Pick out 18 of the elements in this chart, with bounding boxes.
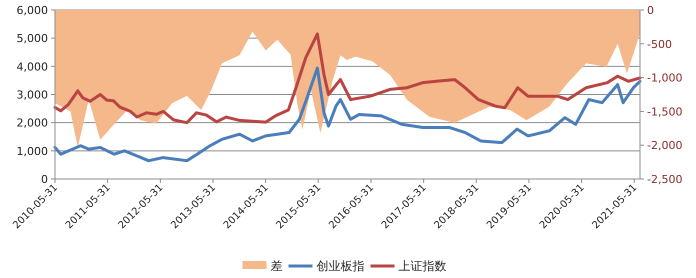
y-tick-label: 0 (41, 173, 48, 186)
y2-tick-label: -2,500 (647, 173, 682, 186)
line-series (54, 32, 642, 124)
y2-tick-label: -1,500 (647, 105, 682, 118)
legend-label: 差 (270, 259, 282, 273)
y-tick-label: 5,000 (16, 32, 48, 46)
legend-label: 创业板指 (316, 259, 364, 273)
y-tick-label: 1,000 (16, 144, 48, 158)
y-tick-label: 2,000 (16, 116, 48, 130)
y-tick-label: 6,000 (16, 4, 48, 17)
line-series (54, 66, 642, 162)
y2-tick-label: -500 (647, 38, 672, 51)
y2-tick-label: 0 (647, 4, 654, 17)
y-tick-label: 3,000 (16, 88, 48, 102)
legend-label: 上证指数 (398, 259, 446, 273)
y2-tick-label: -2,000 (647, 139, 682, 152)
y-tick-label: 4,000 (16, 60, 48, 74)
y2-tick-label: -1,000 (647, 72, 682, 85)
